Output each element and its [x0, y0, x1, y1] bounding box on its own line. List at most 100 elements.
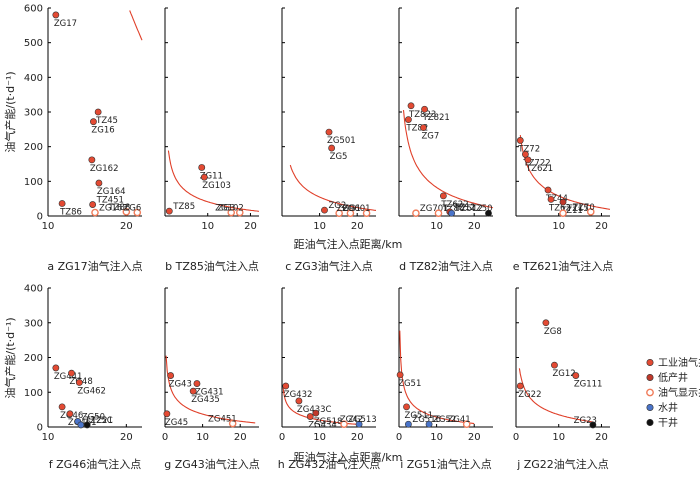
decay-curve	[518, 368, 594, 423]
data-point	[75, 379, 83, 386]
point-label: TZ821	[422, 113, 450, 123]
data-point	[189, 387, 197, 395]
panel-5: 01002003004001020ZG441ZG48ZG462ZG46ZG461…	[24, 284, 142, 471]
data-point	[200, 173, 208, 181]
point-label: ZG701	[420, 204, 449, 214]
point-label: ZG102	[215, 204, 244, 214]
data-point	[325, 128, 333, 136]
data-point	[362, 209, 371, 218]
data-point	[89, 201, 97, 208]
data-point	[133, 208, 142, 217]
point-label: TZ512	[455, 204, 483, 214]
point-label: ZG17	[54, 19, 77, 29]
data-point	[282, 382, 290, 390]
data-point	[321, 206, 328, 214]
data-point	[68, 369, 75, 377]
data-point	[516, 137, 524, 144]
x-tick-label: 20	[468, 432, 481, 443]
panel-caption: h ZG432油气注入点	[278, 457, 381, 471]
data-point	[91, 208, 99, 217]
point-label: TZ621	[525, 164, 553, 174]
y-tick-label: 400	[24, 284, 43, 295]
data-point	[559, 198, 567, 206]
x-tick-label: 20	[120, 221, 133, 232]
y-tick-label: 300	[24, 108, 43, 119]
x-tick-label: 0	[279, 432, 285, 443]
x-tick-label: 10	[430, 432, 443, 443]
data-point	[163, 410, 171, 418]
legend-item: 水井	[646, 401, 678, 414]
y-tick-label: 200	[24, 142, 43, 153]
point-label: TZ82	[405, 124, 428, 134]
data-point	[544, 186, 552, 194]
data-point	[58, 403, 66, 411]
x-axis-title-top: 距油气注入点距离/km	[294, 237, 403, 251]
x-tick-label: 0	[513, 432, 519, 443]
x-tick-label: 20	[468, 221, 481, 232]
x-tick-label: 10	[313, 221, 326, 232]
decay-curve	[399, 330, 475, 425]
point-label: TZ86	[59, 208, 82, 218]
x-tick-label: 10	[42, 221, 55, 232]
decay-curve	[519, 135, 611, 210]
legend-marker	[646, 358, 654, 366]
y-tick-label: 0	[37, 423, 43, 434]
data-point	[586, 208, 595, 216]
x-tick-label: 20	[244, 221, 257, 232]
x-tick-label: 10	[552, 432, 565, 443]
point-label: TZ85	[172, 202, 195, 212]
legend-marker	[646, 403, 654, 411]
x-tick-label: 10	[42, 432, 55, 443]
point-label: ZG164	[97, 187, 126, 197]
decay-curve	[289, 164, 377, 211]
data-point	[122, 208, 131, 216]
data-point	[340, 420, 348, 429]
point-label: ZG22	[518, 390, 541, 400]
y-tick-label: 200	[24, 353, 43, 364]
x-tick-label: 20	[595, 221, 608, 232]
data-point	[66, 410, 74, 418]
data-point	[448, 209, 456, 217]
data-point	[235, 208, 244, 217]
point-label: TZ11	[560, 206, 583, 216]
data-point	[589, 421, 597, 429]
point-label: ZG462	[77, 387, 106, 397]
point-label: TZ88	[107, 203, 130, 213]
point-label: ZG9	[337, 204, 355, 214]
point-label: ZG431	[195, 388, 224, 398]
point-label: ZG43	[169, 380, 192, 390]
point-label: ZG16	[91, 126, 114, 136]
data-point	[52, 11, 60, 19]
data-point	[421, 105, 428, 113]
point-label: ZG45	[165, 418, 188, 428]
point-label: TZ722	[522, 158, 550, 168]
legend-label: 干井	[658, 416, 678, 429]
data-point	[434, 209, 443, 218]
x-tick-label: 0	[162, 432, 168, 443]
data-point	[396, 371, 404, 379]
data-point	[228, 419, 237, 428]
data-point	[227, 208, 236, 217]
x-tick-label: 0	[396, 432, 402, 443]
point-label: ZG601	[342, 204, 371, 214]
panel-caption: c ZG3油气注入点	[285, 259, 373, 273]
x-axis-title-bottom: 距油气注入点距离/km	[294, 450, 403, 464]
data-point	[95, 179, 103, 187]
point-label: ZG501	[327, 136, 356, 146]
data-point	[522, 150, 529, 158]
panel-caption: e TZ621油气注入点	[513, 259, 614, 273]
data-point	[572, 372, 580, 379]
point-label: TZ21	[90, 416, 113, 426]
panel-caption: a ZG17油气注入点	[47, 259, 142, 273]
point-label: ZG518	[314, 417, 343, 427]
x-tick-label: 20	[351, 221, 364, 232]
y-tick-label: 300	[24, 318, 43, 329]
point-label: ZG432	[284, 390, 313, 400]
